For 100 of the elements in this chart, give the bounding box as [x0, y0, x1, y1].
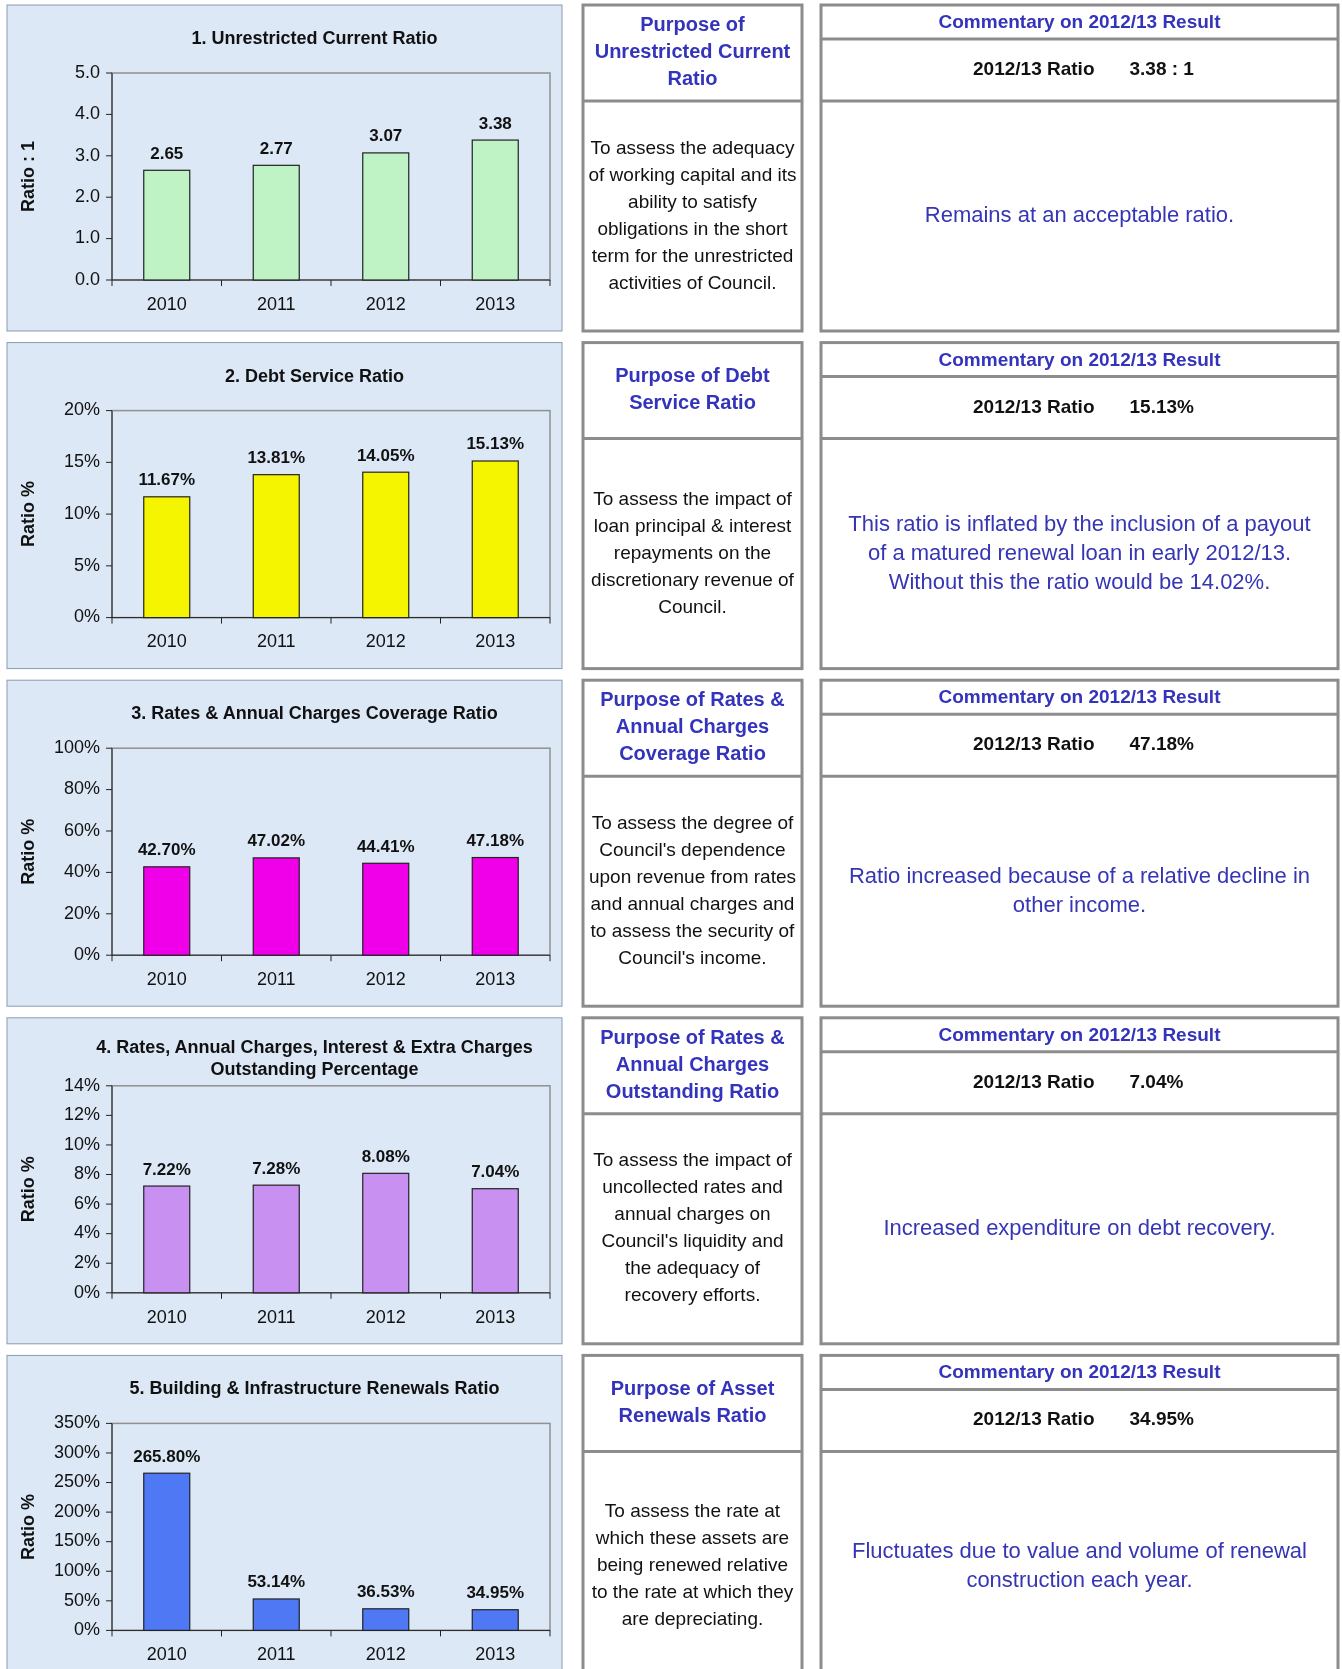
x-tick-label: 2013 — [475, 1644, 516, 1665]
text: Purpose of Debt Service Ratio — [615, 364, 771, 414]
y-tick-label: 2.0 — [74, 185, 100, 206]
text: Commentary on 2012/13 Result — [938, 348, 1222, 370]
data-label: 265.80% — [133, 1446, 201, 1466]
text: Commentary on 2012/13 Result — [938, 686, 1222, 708]
y-tick-label: 100% — [53, 1560, 100, 1581]
y-tick-label: 10% — [63, 1133, 100, 1154]
x-tick-label: 2012 — [365, 293, 406, 314]
x-tick-label: 2011 — [256, 1306, 296, 1327]
y-tick-label: 5% — [73, 554, 100, 575]
x-tick-label: 2010 — [146, 1306, 187, 1327]
text: To assess the adequacy of working capital and its ability to satisfy obligations in the short term for the unrestricted activities of Council. — [588, 136, 797, 293]
x-tick-label: 2013 — [475, 1306, 516, 1327]
text: This ratio is inflated by the inclusion of a payout of a matured renewal loan in early 2012/13. Without this the ratio would be 14.02%. — [848, 510, 1311, 594]
y-tick-label: 3.0 — [74, 144, 100, 165]
data-label: 7.28% — [252, 1158, 301, 1178]
data-label: 53.14% — [247, 1572, 306, 1592]
y-tick-label: 20% — [63, 399, 100, 420]
y-tick-label: 80% — [63, 778, 100, 799]
x-tick-label: 2011 — [256, 293, 296, 314]
text: 2012/13 Ratio — [973, 733, 1095, 755]
data-label: 34.95% — [466, 1583, 525, 1603]
y-tick-label: 4.0 — [74, 103, 100, 124]
text: 3.38 : 1 — [1129, 58, 1195, 80]
x-tick-label: 2011 — [256, 631, 296, 652]
text: To assess the rate at which these assets are being renewed relative to the rate at which they are depreciating. — [591, 1500, 794, 1630]
text: 2012/13 Ratio — [973, 395, 1095, 417]
y-tick-label: 8% — [73, 1163, 100, 1184]
y-tick-label: 5.0 — [74, 61, 100, 82]
data-label: 11.67% — [138, 470, 196, 490]
y-tick-label: 50% — [63, 1589, 100, 1610]
text: Commentary on 2012/13 Result — [938, 11, 1222, 33]
data-label: 7.04% — [471, 1162, 520, 1182]
y-tick-label: 0% — [73, 1619, 100, 1640]
data-label: 13.81% — [247, 448, 306, 468]
y-tick-label: 12% — [63, 1104, 100, 1125]
x-tick-label: 2010 — [146, 631, 187, 652]
y-tick-label: 350% — [53, 1412, 100, 1433]
text: 2012/13 Ratio — [973, 1408, 1095, 1430]
y-tick-label: 4% — [73, 1222, 100, 1243]
y-tick-label: 0% — [73, 1281, 100, 1302]
data-label: 3.38 — [478, 113, 512, 133]
x-tick-label: 2012 — [365, 631, 406, 652]
text: Commentary on 2012/13 Result — [938, 1361, 1222, 1383]
x-tick-label: 2012 — [365, 1644, 406, 1665]
text: Increased expenditure on debt recovery. — [883, 1214, 1276, 1240]
text: To assess the impact of loan principal & interest repayments on the discretionary revenue of Council. — [591, 487, 795, 617]
x-tick-label: 2012 — [365, 1306, 406, 1327]
text: 2012/13 Ratio — [973, 1070, 1095, 1092]
x-tick-label: 2013 — [475, 968, 516, 989]
data-label: 2.65 — [150, 143, 184, 163]
y-tick-label: 250% — [53, 1471, 100, 1492]
text: Purpose of Rates & Annual Charges Coverage Ratio — [600, 688, 785, 765]
text: 2012/13 Ratio — [973, 58, 1095, 80]
text: To assess the impact of uncollected rates and annual charges on Council's liquidity and the adequacy of recovery efforts. — [593, 1149, 793, 1306]
x-tick-label: 2013 — [475, 631, 516, 652]
text: Ratio increased because of a relative decline in other income. — [848, 862, 1311, 917]
data-label: 15.13% — [466, 434, 525, 454]
y-tick-label: 2% — [73, 1251, 100, 1272]
y-axis-title: Ratio % — [17, 1156, 38, 1223]
text: Fluctuates due to value and volume of renewal construction each year. — [852, 1537, 1307, 1592]
x-tick-label: 2013 — [475, 293, 516, 314]
chart-title: 2. Debt Service Ratio — [224, 365, 405, 386]
y-tick-label: 0.0 — [74, 268, 100, 289]
y-tick-label: 150% — [53, 1530, 100, 1551]
text: To assess the degree of Council's dependence upon revenue from rates and annual charges and to assess the security of Council's income. — [588, 811, 797, 968]
y-axis-title: Ratio % — [17, 818, 38, 885]
y-tick-label: 60% — [63, 819, 100, 840]
y-axis-title: Ratio % — [17, 481, 38, 548]
y-tick-label: 0% — [73, 606, 100, 627]
y-tick-label: 200% — [53, 1500, 100, 1521]
y-tick-label: 1.0 — [74, 227, 100, 248]
data-label: 8.08% — [361, 1146, 410, 1166]
y-axis-title: Ratio : 1 — [17, 140, 38, 213]
y-tick-label: 100% — [53, 736, 100, 757]
y-tick-label: 15% — [63, 451, 100, 472]
data-label: 3.07 — [369, 126, 403, 146]
x-tick-label: 2011 — [256, 1644, 296, 1665]
chart-title: 5. Building & Infrastructure Renewals Ratio — [129, 1378, 500, 1399]
data-label: 7.22% — [142, 1159, 191, 1179]
data-label: 42.70% — [137, 840, 196, 860]
text: 7.04% — [1129, 1070, 1184, 1092]
data-label: 14.05% — [356, 445, 415, 465]
text: Purpose of Asset Renewals Ratio — [610, 1377, 775, 1427]
text: Purpose of Unrestricted Current Ratio — [594, 13, 791, 90]
y-tick-label: 0% — [73, 943, 100, 964]
data-label: 2.77 — [259, 138, 293, 158]
x-tick-label: 2012 — [365, 968, 406, 989]
text: Remains at an acceptable ratio. — [924, 201, 1235, 227]
data-label: 36.53% — [356, 1582, 415, 1602]
y-axis-title: Ratio % — [17, 1493, 38, 1560]
text: 34.95% — [1129, 1408, 1195, 1430]
x-tick-label: 2010 — [146, 968, 187, 989]
data-label: 44.41% — [356, 836, 415, 856]
text: Purpose of Rates & Annual Charges Outstanding Ratio — [600, 1026, 785, 1103]
x-tick-label: 2011 — [256, 968, 296, 989]
text: 15.13% — [1129, 395, 1195, 417]
text: Commentary on 2012/13 Result — [938, 1023, 1222, 1045]
data-label: 47.18% — [466, 831, 525, 851]
